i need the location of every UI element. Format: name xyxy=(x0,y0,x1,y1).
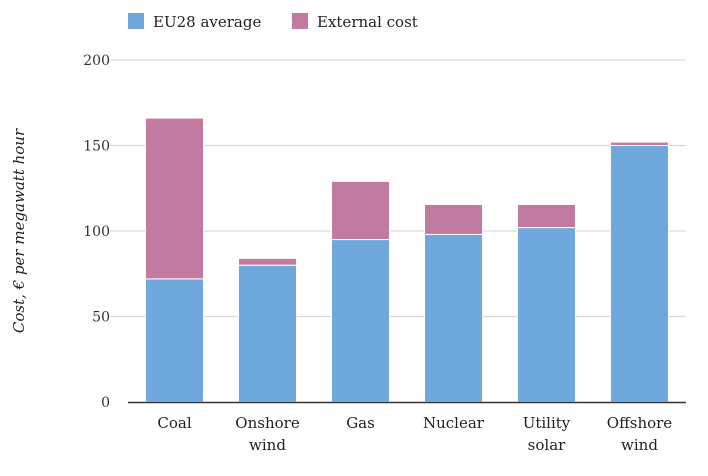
bar-external-cost xyxy=(331,180,390,241)
y-tick-label: 100 xyxy=(83,224,110,240)
x-tick-label: wind xyxy=(621,436,658,454)
x-tick-label: Utility xyxy=(523,414,571,432)
legend-label: External cost xyxy=(317,13,418,31)
bar-external-cost xyxy=(610,141,669,147)
y-tick-label: 150 xyxy=(83,139,110,155)
bar-external-cost xyxy=(145,117,204,280)
legend-swatch xyxy=(292,13,308,29)
y-axis-title: Cost, € per megawatt hour xyxy=(10,128,28,333)
bar-eu28-average xyxy=(238,264,297,403)
x-tick-label: Offshore xyxy=(607,414,673,432)
bar-eu28-average xyxy=(610,145,669,403)
legend-label: EU28 average xyxy=(153,13,261,31)
y-axis-ticks: 0 50 100 150 200 xyxy=(83,53,110,411)
x-tick-label: solar xyxy=(528,436,566,454)
y-tick-label: 200 xyxy=(83,53,110,69)
bar-external-cost xyxy=(238,257,297,266)
gridlines xyxy=(110,59,686,318)
x-tick-label: Coal xyxy=(157,414,191,432)
x-tick-label: Gas xyxy=(346,414,375,432)
x-tick-label: Nuclear xyxy=(423,414,485,432)
bar-external-cost xyxy=(517,203,576,229)
x-tick-label: Onshore xyxy=(235,414,300,432)
y-tick-label: 0 xyxy=(101,395,110,411)
bar-external-cost xyxy=(424,203,483,235)
y-tick-label: 50 xyxy=(92,310,110,326)
x-tick-label: wind xyxy=(249,436,286,454)
bars xyxy=(145,117,669,403)
bar-eu28-average xyxy=(145,278,204,403)
bar-eu28-average xyxy=(424,233,483,403)
x-axis-labels: Coal Onshore wind Gas Nuclear Utility solar Off… xyxy=(157,414,672,454)
legend-swatch xyxy=(128,13,144,29)
bar-eu28-average xyxy=(331,239,390,403)
legend: EU28 average External cost xyxy=(128,13,418,31)
bar-eu28-average xyxy=(517,227,576,403)
